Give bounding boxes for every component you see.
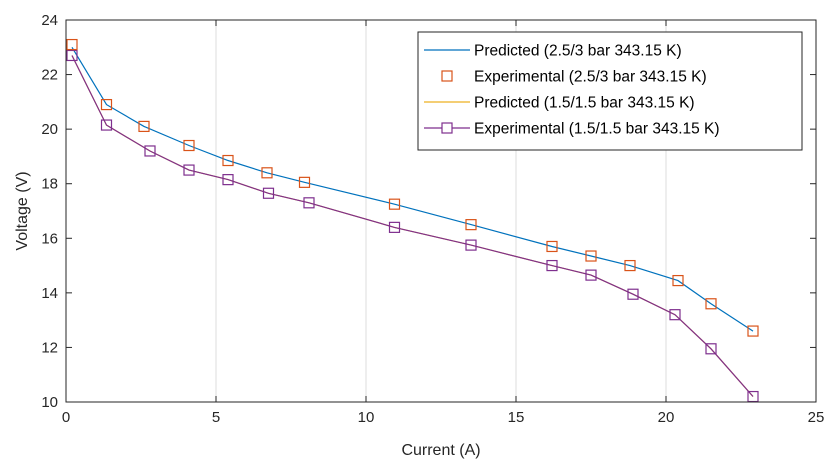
x-tick-label: 15 — [508, 409, 525, 426]
series-2-point — [222, 154, 234, 167]
y-tick-label: 24 — [41, 12, 58, 29]
series-2-point — [388, 198, 401, 210]
series-4-point — [388, 221, 401, 233]
series-2-point — [298, 176, 311, 188]
y-tick-label: 20 — [41, 121, 58, 138]
y-tick-label: 14 — [41, 285, 58, 302]
series-2-point — [138, 120, 150, 133]
series-markers — [66, 38, 759, 403]
series-4-point — [465, 239, 477, 251]
series-4-point — [303, 197, 315, 209]
series-4-point — [144, 145, 156, 157]
legend-entry-1: Predicted (2.5/3 bar 343.15 K) — [474, 43, 682, 60]
series-4-point — [222, 174, 234, 186]
series-4-point — [262, 187, 275, 199]
legend: Predicted (2.5/3 bar 343.15 K) Experiment… — [417, 31, 803, 151]
series-4-point — [183, 164, 195, 176]
series-4-point — [669, 309, 681, 321]
legend-entry-2: Experimental (2.5/3 bar 343.15 K) — [474, 69, 707, 86]
x-tick-label: 0 — [62, 409, 70, 426]
series-2-point — [747, 325, 759, 337]
series-2-point — [585, 250, 597, 262]
x-tick-label: 5 — [212, 409, 220, 426]
series-2-point — [624, 259, 636, 272]
legend-box — [417, 31, 803, 151]
series-4-point — [66, 49, 78, 62]
series-2-point — [66, 38, 78, 51]
series-4-point — [705, 343, 717, 355]
series-4-line — [71, 55, 754, 397]
series-2-point — [705, 298, 717, 310]
x-tick-label: 25 — [808, 409, 825, 426]
legend-marker-2 — [441, 70, 453, 82]
x-axis-label: Current (A) — [401, 442, 480, 459]
series-1-line — [71, 46, 754, 332]
y-tick-label: 18 — [41, 176, 58, 193]
series-2-point — [465, 219, 477, 231]
y-tick-label: 22 — [41, 67, 58, 84]
y-tick-label: 12 — [41, 339, 58, 356]
series-lines — [71, 46, 754, 397]
y-tick-label: 16 — [41, 230, 58, 247]
series-2-point — [100, 98, 113, 111]
series-2-point — [672, 274, 684, 287]
series-4-point — [100, 119, 113, 131]
x-tick-label: 20 — [658, 409, 675, 426]
legend-marker-4 — [441, 122, 453, 134]
legend-entry-4: Experimental (1.5/1.5 bar 343.15 K) — [474, 121, 720, 138]
series-4-point — [585, 269, 597, 281]
series-2-point — [546, 240, 558, 253]
series-2-point — [261, 167, 273, 179]
y-tick-label: 10 — [41, 394, 58, 411]
series-4-point — [546, 259, 558, 272]
y-axis-label: Voltage (V) — [14, 171, 31, 250]
series-4-point — [627, 288, 639, 300]
plot-frame — [65, 19, 817, 403]
legend-entry-3: Predicted (1.5/1.5 bar 343.15 K) — [474, 95, 695, 112]
x-tick-label: 10 — [358, 409, 375, 426]
series-2-point — [183, 139, 195, 152]
axis-ticks: 0 5 10 15 20 25 10 12 14 16 18 20 22 24 — [41, 12, 824, 426]
